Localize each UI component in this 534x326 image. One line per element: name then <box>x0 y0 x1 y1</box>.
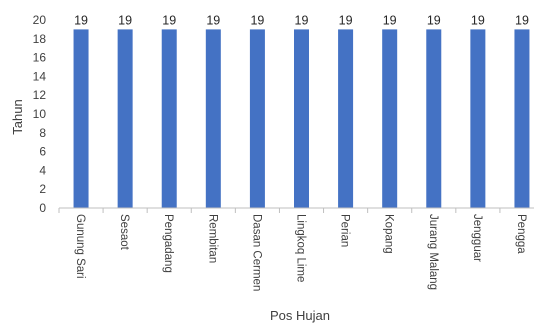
category-label: Gunung Sari <box>74 214 86 279</box>
y-tick-label: 18 <box>33 32 47 46</box>
y-tick-label: 0 <box>39 201 46 215</box>
category-label: Dasan Cermen <box>250 214 262 291</box>
bar <box>338 29 354 209</box>
category-label: Lingkoq Lime <box>295 214 307 282</box>
category-label: Perian <box>339 214 351 247</box>
data-label: 19 <box>515 13 529 27</box>
bar <box>117 29 133 209</box>
y-tick-label: 16 <box>33 51 47 65</box>
category-label: Sesaot <box>118 214 130 251</box>
y-axis-ticks: 0 2 4 6 8 10 12 14 16 18 20 <box>33 13 47 215</box>
y-tick-label: 8 <box>39 126 46 140</box>
bar <box>514 29 530 209</box>
y-tick-label: 6 <box>39 145 46 159</box>
y-tick-label: 20 <box>33 13 47 27</box>
data-labels: 19 19 19 19 19 19 19 19 19 19 19 <box>74 13 529 27</box>
data-label: 19 <box>74 13 88 27</box>
bar <box>382 29 398 209</box>
data-label: 19 <box>471 13 485 27</box>
category-label: Rembitan <box>206 214 218 263</box>
bar <box>73 29 89 209</box>
data-label: 19 <box>339 13 353 27</box>
y-axis-title: Tahun <box>10 99 25 134</box>
bar <box>205 29 221 209</box>
category-label: Kopang <box>383 214 395 254</box>
category-labels: Gunung Sari Sesaot Pengadang Rembitan Dasan … <box>74 214 527 291</box>
bar <box>426 29 442 209</box>
data-label: 19 <box>162 13 176 27</box>
category-label: Pengadang <box>162 214 174 273</box>
bar <box>294 29 309 209</box>
y-tick-label: 12 <box>33 88 47 102</box>
category-label: Pengga <box>515 214 527 254</box>
y-tick-label: 4 <box>39 163 46 177</box>
x-axis-title: Pos Hujan <box>270 308 330 323</box>
data-label: 19 <box>427 13 441 27</box>
data-label: 19 <box>118 13 132 27</box>
bar <box>161 29 177 209</box>
category-label: Jurang Malang <box>427 214 439 290</box>
y-tick-label: 14 <box>33 69 47 83</box>
x-axis-ticks <box>58 208 501 213</box>
y-tick-label: 2 <box>39 182 46 196</box>
data-label: 19 <box>383 13 397 27</box>
y-tick-label: 10 <box>33 107 47 121</box>
category-label: Jengguar <box>471 214 483 262</box>
bar <box>470 29 486 209</box>
bars <box>73 29 530 209</box>
bar <box>249 29 265 209</box>
data-label: 19 <box>295 13 309 27</box>
data-label: 19 <box>250 13 264 27</box>
data-label: 19 <box>206 13 220 27</box>
